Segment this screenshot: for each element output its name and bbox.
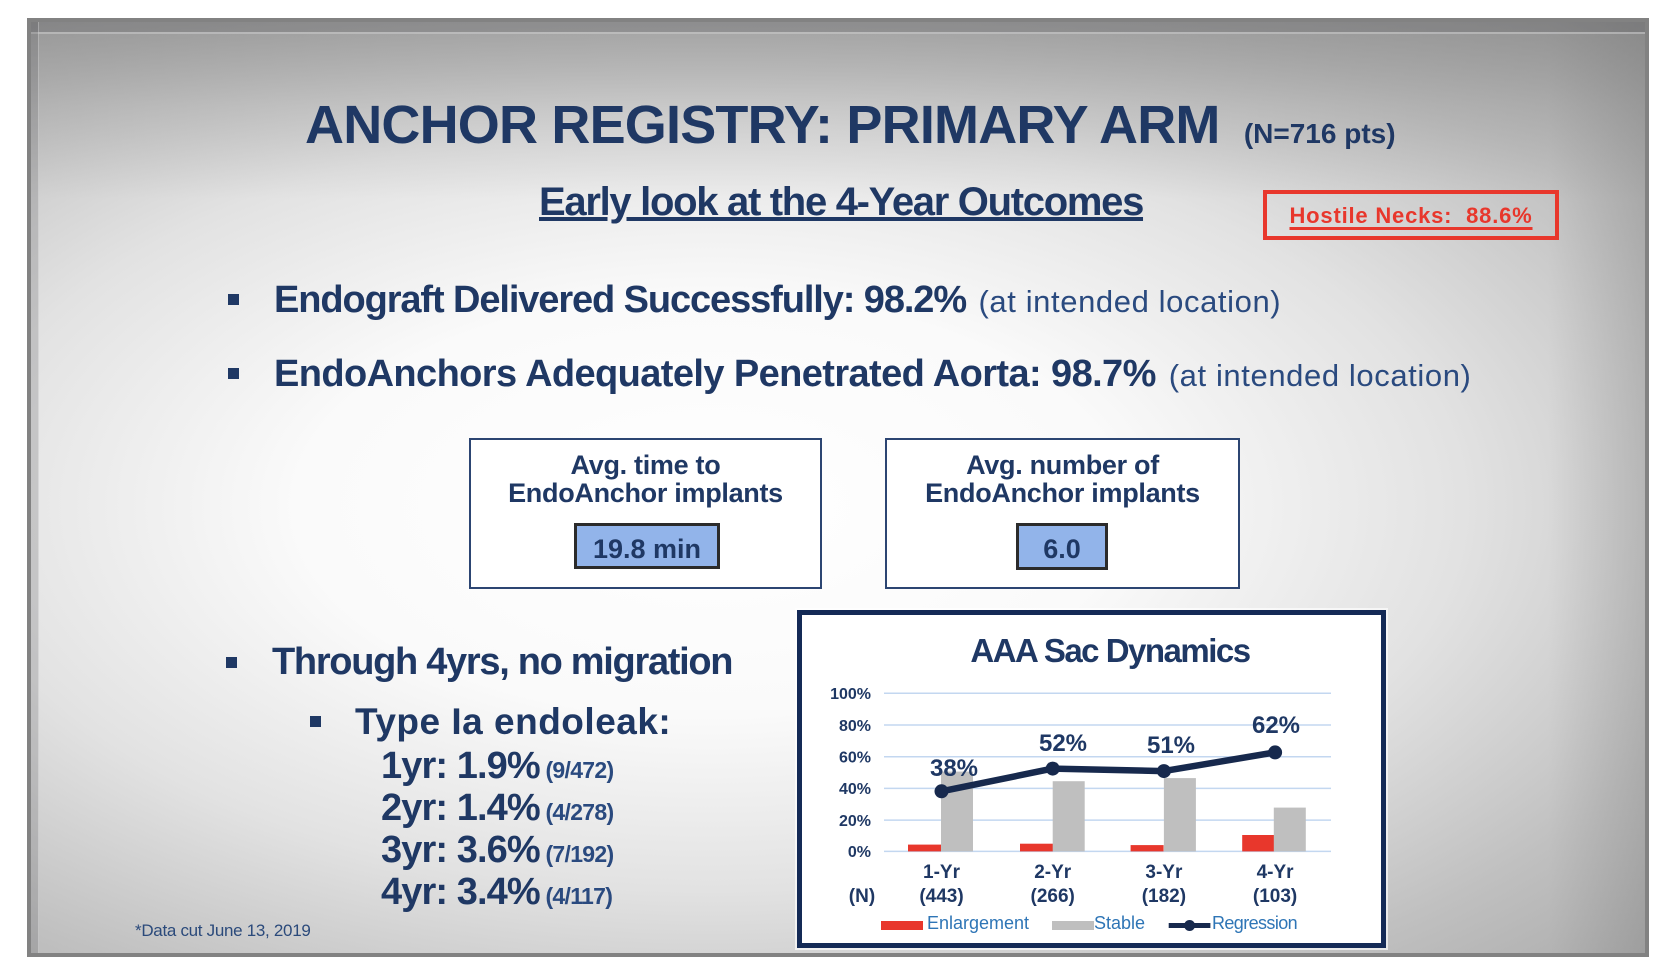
svg-text:80%: 80% [839, 718, 871, 735]
svg-text:(182): (182) [1142, 886, 1186, 907]
svg-text:40%: 40% [839, 781, 871, 798]
svg-text:(N): (N) [849, 886, 875, 907]
svg-text:Regression: Regression [1212, 913, 1297, 933]
svg-text:20%: 20% [839, 813, 871, 830]
svg-text:(443): (443) [919, 886, 963, 907]
svg-text:(266): (266) [1031, 886, 1075, 907]
svg-text:38%: 38% [930, 755, 978, 782]
svg-text:0%: 0% [848, 844, 871, 861]
svg-text:3-Yr: 3-Yr [1145, 862, 1183, 883]
svg-text:4-Yr: 4-Yr [1257, 862, 1295, 883]
svg-text:100%: 100% [830, 686, 871, 703]
svg-text:2-Yr: 2-Yr [1034, 862, 1072, 883]
svg-text:Enlargement: Enlargement [927, 913, 1029, 933]
svg-text:AAA Sac Dynamics: AAA Sac Dynamics [970, 632, 1249, 669]
svg-text:51%: 51% [1147, 732, 1195, 759]
svg-text:52%: 52% [1039, 730, 1087, 757]
svg-text:60%: 60% [839, 750, 871, 767]
svg-text:(103): (103) [1253, 886, 1297, 907]
svg-text:Stable: Stable [1094, 913, 1145, 933]
svg-text:62%: 62% [1252, 712, 1300, 739]
svg-text:1-Yr: 1-Yr [923, 862, 961, 883]
